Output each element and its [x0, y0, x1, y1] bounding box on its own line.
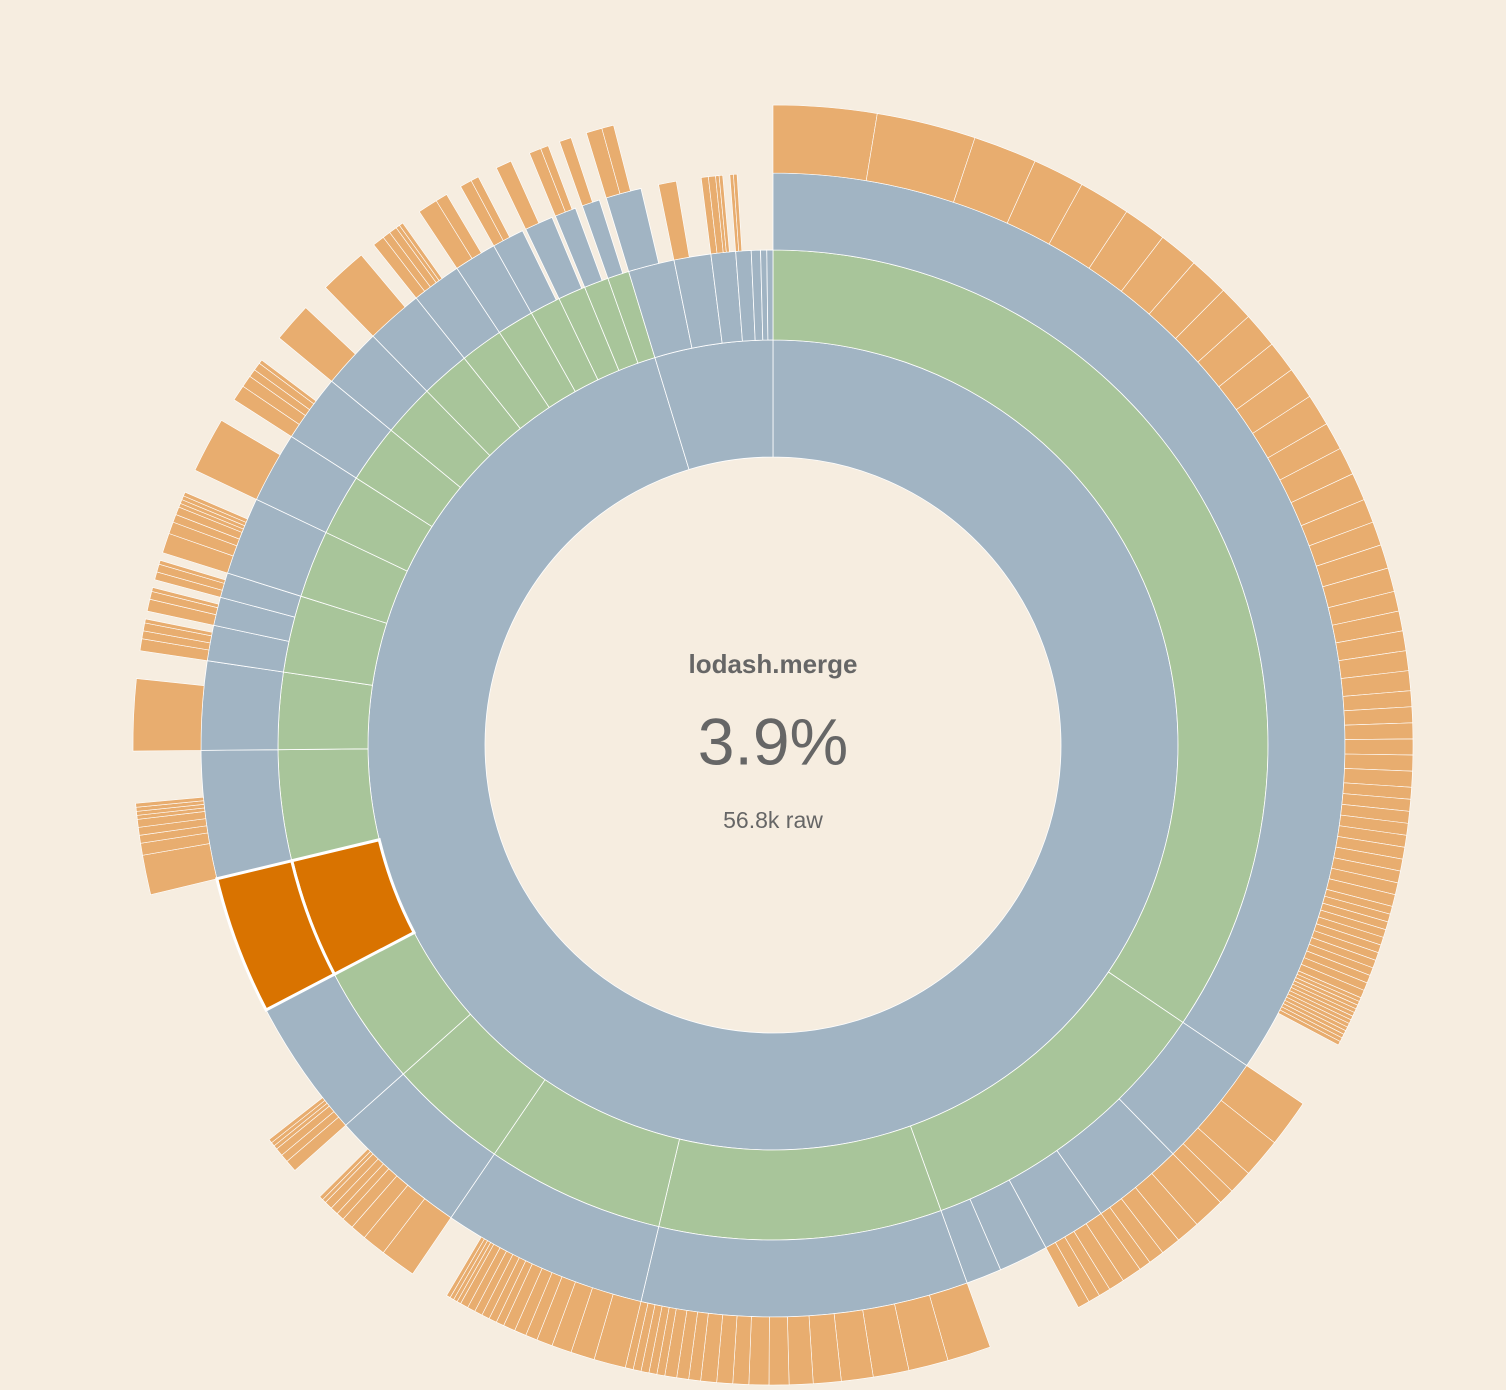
- leaf-segment: [151, 587, 219, 609]
- highlighted-segment: [215, 858, 337, 1012]
- leaf-segment: [183, 491, 248, 523]
- leaf-segment: [399, 222, 443, 281]
- leaf-segment: [601, 124, 631, 195]
- segment: [277, 671, 373, 751]
- center-size: 56.8k raw: [723, 807, 823, 833]
- leaf-segment: [787, 1315, 814, 1386]
- center-percent: 3.9%: [698, 704, 848, 778]
- leaf-segment: [278, 307, 356, 382]
- leaf-segment: [268, 1097, 326, 1144]
- center-title: lodash.merge: [688, 649, 857, 679]
- leaf-segment: [319, 1148, 371, 1201]
- leaf-segment: [435, 194, 482, 259]
- leaf-segment: [144, 618, 213, 637]
- leaf-segment: [1344, 738, 1414, 756]
- leaf-segment: [158, 559, 226, 584]
- leaf-segment: [446, 1236, 485, 1298]
- leaf-segment: [658, 180, 690, 261]
- leaf-segment: [748, 1316, 770, 1386]
- leaf-segment: [733, 173, 743, 252]
- segment: [200, 660, 284, 751]
- arcs: [132, 104, 1414, 1386]
- leaf-segment: [194, 419, 281, 500]
- leaf-segment: [470, 176, 511, 242]
- leaf-segment: [1277, 1009, 1341, 1046]
- leaf-segment: [559, 137, 593, 207]
- leaf-segment: [258, 359, 317, 405]
- leaf-segment: [768, 1316, 790, 1386]
- segment: [200, 749, 293, 880]
- leaf-segment: [540, 145, 573, 213]
- leaf-segment: [325, 254, 406, 337]
- leaf-segment: [772, 104, 878, 181]
- leaf-segment: [135, 796, 205, 808]
- leaf-segment: [132, 678, 205, 752]
- leaf-segment: [495, 160, 540, 230]
- leaf-segment: [718, 174, 730, 253]
- leaf-segment: [1344, 722, 1414, 740]
- segment: [766, 249, 774, 341]
